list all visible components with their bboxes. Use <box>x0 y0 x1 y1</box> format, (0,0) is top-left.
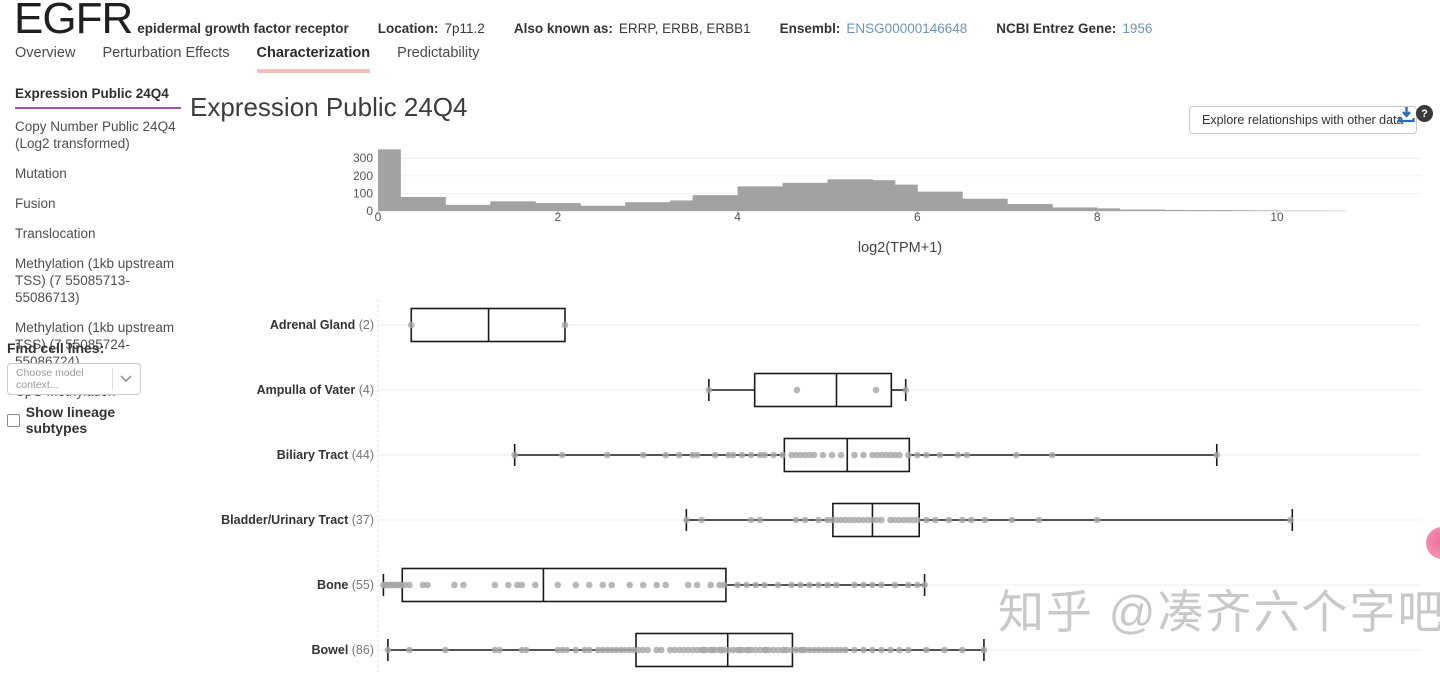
tab-perturbation-effects[interactable]: Perturbation Effects <box>102 45 230 61</box>
svg-text:200: 200 <box>353 169 373 183</box>
tab-overview[interactable]: Overview <box>15 45 76 61</box>
svg-text:10: 10 <box>1270 210 1284 224</box>
svg-text:0: 0 <box>375 210 382 224</box>
gene-entrez: NCBI Entrez Gene: 1956 <box>996 21 1152 36</box>
gene-aliases: Also known as: ERRP, ERBB, ERBB1 <box>514 21 751 36</box>
gene-symbol: EGFR <box>14 0 133 43</box>
sidebar-item-methylation-1[interactable]: Methylation (1kb upstream TSS) (7 550857… <box>15 256 175 305</box>
location-value: 7p11.2 <box>444 21 485 36</box>
sidebar-item-mutation[interactable]: Mutation <box>15 166 67 181</box>
svg-text:2: 2 <box>554 210 561 224</box>
gene-ensembl: Ensembl: ENSG00000146648 <box>780 21 968 36</box>
model-context-select[interactable]: Choose model context... <box>7 363 141 395</box>
characterization-sidebar: Expression Public 24Q4 Copy Number Publi… <box>15 85 181 413</box>
svg-text:Bowel (86): Bowel (86) <box>311 643 374 657</box>
chevron-down-icon[interactable] <box>112 368 138 390</box>
sidebar-item-fusion[interactable]: Fusion <box>15 196 56 211</box>
tab-characterization[interactable]: Characterization <box>256 45 371 73</box>
help-icon[interactable]: ? <box>1416 105 1433 122</box>
show-lineage-label: Show lineage subtypes <box>25 404 116 436</box>
ensembl-label: Ensembl: <box>779 21 841 36</box>
download-icon[interactable] <box>1398 106 1415 123</box>
ensembl-link[interactable]: ENSG00000146648 <box>846 21 968 36</box>
sidebar-item-copy-number[interactable]: Copy Number Public 24Q4 (Log2 transforme… <box>15 119 176 151</box>
entrez-link[interactable]: 1956 <box>1122 21 1153 36</box>
svg-text:Bone (55): Bone (55) <box>317 578 374 592</box>
svg-text:6: 6 <box>914 210 921 224</box>
page-title: Expression Public 24Q4 <box>190 92 468 122</box>
gene-location: Location: 7p11.2 <box>378 21 485 36</box>
tab-predictability[interactable]: Predictability <box>397 45 480 61</box>
explore-relationships-button[interactable]: Explore relationships with other data <box>1189 106 1417 134</box>
sidebar-item-translocation[interactable]: Translocation <box>15 226 96 241</box>
svg-text:0: 0 <box>366 204 373 218</box>
find-cell-lines-panel: Find cell lines: Choose model context...… <box>7 340 177 436</box>
model-context-placeholder: Choose model context... <box>16 367 84 391</box>
gene-header: EGFR epidermal growth factor receptor Lo… <box>14 0 1152 44</box>
svg-text:Biliary Tract (44): Biliary Tract (44) <box>277 448 374 462</box>
svg-text:300: 300 <box>353 151 373 165</box>
svg-text:Bladder/Urinary Tract (37): Bladder/Urinary Tract (37) <box>221 513 374 527</box>
sidebar-item-expression[interactable]: Expression Public 24Q4 <box>15 85 181 109</box>
svg-text:Adrenal Gland (2): Adrenal Gland (2) <box>270 318 374 332</box>
aka-value: ERRP, ERBB, ERBB1 <box>618 21 751 36</box>
lineage-subtypes-row: Show lineage subtypes <box>7 404 177 436</box>
pink-dot-badge <box>1426 527 1440 559</box>
svg-text:4: 4 <box>734 210 741 224</box>
location-label: Location: <box>377 21 439 36</box>
svg-text:8: 8 <box>1094 210 1101 224</box>
gene-full-name: epidermal growth factor receptor <box>137 21 349 36</box>
svg-text:100: 100 <box>353 186 373 200</box>
svg-text:log2(TPM+1): log2(TPM+1) <box>858 240 942 256</box>
svg-text:Ampulla of Vater (4): Ampulla of Vater (4) <box>257 383 374 397</box>
page-tabs: Overview Perturbation Effects Characteri… <box>15 45 506 73</box>
show-lineage-checkbox[interactable] <box>7 413 20 427</box>
entrez-label: NCBI Entrez Gene: <box>996 21 1117 36</box>
expression-chart[interactable]: 0 100 200 300 0 2 4 6 8 10 log2(TPM+1) Adrenal Glan… <box>0 140 1440 674</box>
find-cell-lines-label: Find cell lines: <box>7 340 105 356</box>
aka-label: Also known as: <box>513 21 613 36</box>
